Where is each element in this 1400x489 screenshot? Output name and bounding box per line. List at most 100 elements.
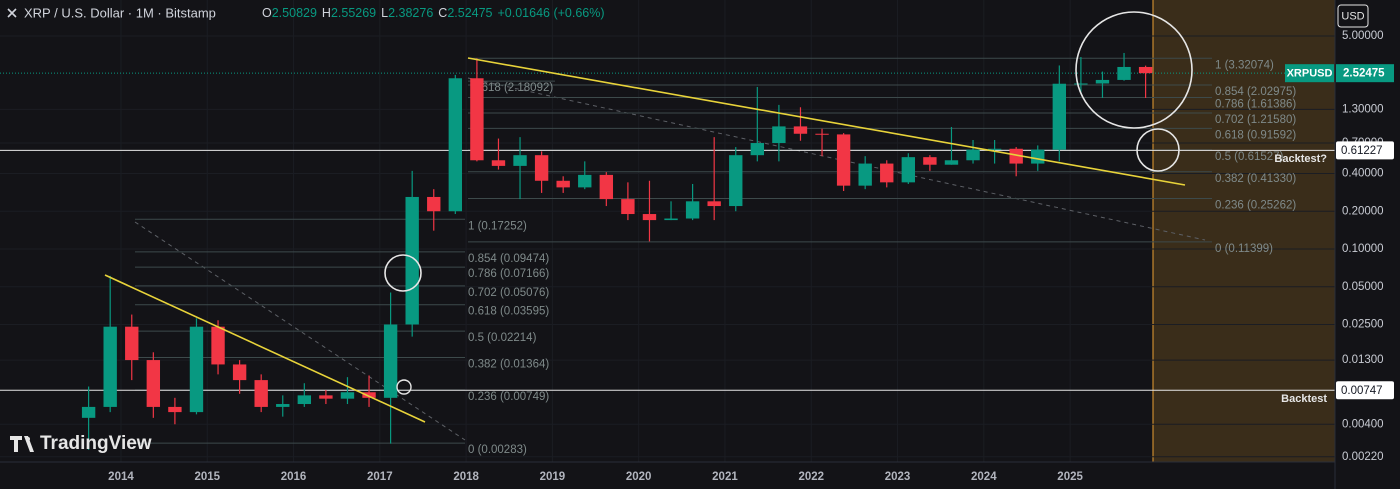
candle-body bbox=[1074, 83, 1088, 85]
grid bbox=[0, 0, 1335, 462]
candle-body bbox=[923, 157, 937, 165]
candle-body bbox=[836, 134, 851, 186]
highlight-circle bbox=[384, 254, 422, 292]
highlight-circle bbox=[396, 379, 412, 395]
price-box-label: 0.61227 bbox=[1341, 145, 1383, 157]
ohlc-values: O2.50829 H2.55269 L2.38276 C2.52475 +0.01646… bbox=[262, 6, 605, 20]
x-tick-label: 2024 bbox=[971, 471, 997, 483]
x-tick-label: 2025 bbox=[1057, 471, 1083, 483]
ohlc-value: 2.55269 bbox=[331, 6, 376, 20]
dashed-line bbox=[134, 221, 466, 441]
fib-label: 0.618 (0.91592) bbox=[1215, 129, 1296, 141]
y-tick-label: 0.02500 bbox=[1342, 319, 1384, 331]
candle-body bbox=[901, 157, 916, 183]
symbol-box bbox=[1285, 64, 1334, 83]
candle-body bbox=[772, 126, 786, 144]
x-tick-label: 2023 bbox=[885, 471, 911, 483]
candle-body bbox=[707, 201, 721, 207]
trend-line bbox=[104, 274, 426, 423]
fib-label: 0.786 (0.07166) bbox=[468, 268, 549, 280]
candles bbox=[81, 52, 1153, 450]
candle-body bbox=[103, 326, 117, 407]
last-price-label: 2.52475 bbox=[1343, 68, 1385, 80]
y-tick-label: 5.00000 bbox=[1342, 30, 1384, 42]
candle-body bbox=[491, 160, 506, 166]
symbol-label: XRPUSD bbox=[1287, 68, 1333, 80]
x-tick-label: 2020 bbox=[626, 471, 652, 483]
candle-body bbox=[987, 148, 1002, 150]
ohlc-value: 2.50829 bbox=[272, 6, 317, 20]
y-tick-label: 0.00220 bbox=[1342, 451, 1384, 463]
currency-label: USD bbox=[1341, 10, 1364, 22]
y-tick-label: 0.10000 bbox=[1342, 243, 1384, 255]
x-tick-label: 2015 bbox=[194, 471, 220, 483]
candle-body bbox=[664, 218, 678, 221]
candle-body bbox=[750, 143, 765, 156]
price-box-label: 0.00747 bbox=[1341, 385, 1383, 397]
candle-body bbox=[1009, 148, 1023, 164]
fib-label: 0.5 (0.02214) bbox=[468, 332, 537, 344]
candle-body bbox=[556, 180, 570, 188]
candle-body bbox=[189, 326, 204, 413]
price-box bbox=[1336, 141, 1394, 160]
currency-button[interactable] bbox=[1337, 4, 1369, 28]
horizontal-lines: Backtest? Backtest bbox=[0, 72, 1335, 405]
fib-label: 0.236 (0.25262) bbox=[1215, 200, 1296, 212]
y-tick-label: 0.05000 bbox=[1342, 281, 1384, 293]
ohlc-value: 2.52475 bbox=[447, 6, 492, 20]
y-tick-label: 1.30000 bbox=[1342, 103, 1384, 115]
x-tick-label: 2016 bbox=[281, 471, 307, 483]
fib-label: 0 (0.11399) bbox=[1215, 243, 1273, 255]
watermark: TradingView bbox=[10, 433, 152, 454]
y-tick-label: 0.40000 bbox=[1342, 168, 1384, 180]
candle-body bbox=[1138, 66, 1153, 74]
candle-body bbox=[276, 404, 290, 407]
close-icon[interactable] bbox=[7, 8, 17, 18]
candle-body bbox=[621, 199, 635, 215]
symbol-title: XRP / U.S. Dollar · 1M · Bitstamp bbox=[24, 5, 216, 20]
y-tick-label: 0.00400 bbox=[1342, 418, 1384, 430]
candle-body bbox=[1031, 149, 1045, 164]
fib-label: 0.854 (0.09474) bbox=[468, 253, 549, 265]
x-tick-label: 2017 bbox=[367, 471, 393, 483]
candle-body bbox=[168, 406, 182, 413]
fib-label: 0.382 (0.01364) bbox=[468, 358, 549, 370]
trend-line bbox=[467, 57, 1186, 186]
price-box bbox=[1336, 381, 1394, 400]
ohlc-key: L bbox=[381, 6, 388, 20]
candle-body bbox=[578, 174, 592, 188]
candle-body bbox=[427, 196, 441, 212]
ohlc-key: C bbox=[438, 6, 447, 20]
fib-label: 1.618 (2.18092) bbox=[472, 82, 553, 94]
fib-label: 0.382 (0.41330) bbox=[1215, 173, 1296, 185]
fib-label: 1 (3.32074) bbox=[1215, 59, 1274, 71]
candle-body bbox=[1052, 83, 1067, 150]
candle-body bbox=[340, 392, 355, 399]
candle-body bbox=[383, 324, 398, 398]
candle-body bbox=[125, 326, 139, 361]
candle-body bbox=[858, 163, 872, 186]
last-price-box bbox=[1336, 64, 1394, 83]
x-tick-label: 2014 bbox=[108, 471, 134, 483]
candle-body bbox=[642, 214, 657, 221]
candle-body bbox=[405, 196, 419, 325]
x-tick-label: 2019 bbox=[540, 471, 566, 483]
candle-body bbox=[146, 360, 161, 407]
candle-body bbox=[297, 395, 312, 405]
candle-body bbox=[232, 364, 247, 381]
candle-body bbox=[966, 149, 980, 161]
logo-dot bbox=[26, 437, 30, 441]
fib-label: 0 (0.00283) bbox=[468, 444, 527, 456]
candle-body bbox=[362, 392, 376, 398]
candle-body bbox=[254, 380, 268, 407]
highlight-circle bbox=[1136, 128, 1180, 172]
fib-label: 0.854 (2.02975) bbox=[1215, 86, 1296, 98]
x-tick-label: 2021 bbox=[712, 471, 738, 483]
ohlc-key: H bbox=[322, 6, 331, 20]
candle-body bbox=[470, 78, 484, 161]
candle-body bbox=[793, 126, 808, 134]
ohlc-change: +0.01646 (+0.66%) bbox=[498, 6, 605, 20]
header: XRP / U.S. Dollar · 1M · Bitstamp O2.508… bbox=[7, 5, 605, 20]
y-tick-label: 0.01300 bbox=[1342, 354, 1384, 366]
candle-body bbox=[211, 326, 225, 365]
